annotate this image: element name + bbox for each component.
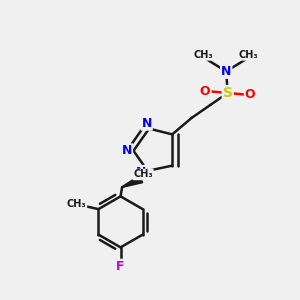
Text: CH₃: CH₃ bbox=[239, 50, 259, 60]
Text: F: F bbox=[116, 260, 125, 273]
Text: CH₃: CH₃ bbox=[133, 169, 153, 179]
Text: N: N bbox=[221, 65, 231, 78]
Text: O: O bbox=[200, 85, 211, 98]
Text: CH₃: CH₃ bbox=[67, 199, 86, 209]
Polygon shape bbox=[122, 177, 142, 188]
Text: N: N bbox=[122, 144, 132, 157]
Text: N: N bbox=[136, 166, 146, 179]
Text: O: O bbox=[245, 88, 256, 101]
Text: S: S bbox=[223, 86, 233, 100]
Text: CH₃: CH₃ bbox=[194, 50, 214, 60]
Text: N: N bbox=[142, 117, 152, 130]
